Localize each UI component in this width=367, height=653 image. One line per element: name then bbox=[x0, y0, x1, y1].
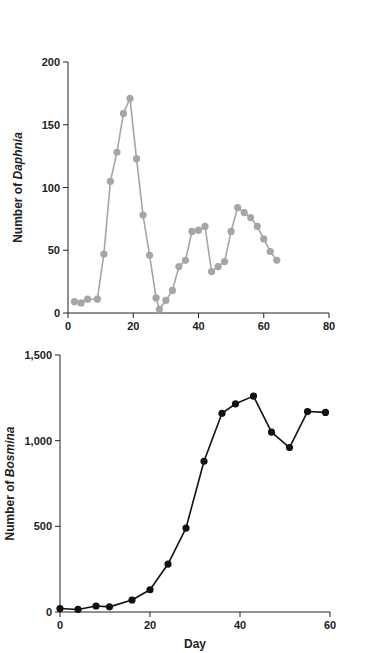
y-axis-label-part: Daphnia bbox=[11, 132, 25, 180]
y-axis-label-part: Number of bbox=[11, 180, 25, 243]
x-tick bbox=[198, 313, 199, 318]
y-axis bbox=[60, 355, 61, 612]
data-point bbox=[201, 223, 208, 230]
y-tick-label: 100 bbox=[42, 182, 60, 194]
y-tick-label: 500 bbox=[34, 520, 52, 532]
data-point bbox=[322, 409, 329, 416]
data-point bbox=[156, 306, 163, 313]
y-axis-label-part: Bosmina bbox=[3, 426, 17, 477]
data-point bbox=[234, 204, 241, 211]
x-tick-label: 80 bbox=[323, 320, 335, 332]
y-axis-label: Number of Bosmina bbox=[3, 426, 17, 540]
data-point bbox=[221, 258, 228, 265]
data-point bbox=[113, 149, 120, 156]
y-tick bbox=[55, 526, 60, 527]
data-point bbox=[146, 586, 153, 593]
data-point bbox=[268, 429, 275, 436]
data-point bbox=[214, 263, 221, 270]
x-tick-label: 20 bbox=[127, 320, 139, 332]
y-tick-label: 200 bbox=[42, 56, 60, 68]
x-tick-label: 60 bbox=[324, 619, 336, 631]
x-tick-label: 0 bbox=[57, 619, 63, 631]
data-point bbox=[56, 605, 63, 612]
x-tick-label: 20 bbox=[144, 619, 156, 631]
chart-panel: 0 500 1,000 1,500 0 20 40 60 Number of Bosmina Da… bbox=[3, 349, 336, 651]
y-tick-label: 50 bbox=[48, 244, 60, 256]
data-point bbox=[273, 257, 280, 264]
data-point bbox=[250, 393, 257, 400]
data-point bbox=[304, 408, 311, 415]
x-axis bbox=[60, 612, 330, 613]
data-point bbox=[128, 596, 135, 603]
data-point bbox=[74, 606, 81, 613]
data-point bbox=[182, 524, 189, 531]
data-point bbox=[146, 252, 153, 259]
y-tick-label: 0 bbox=[46, 606, 52, 618]
data-point bbox=[200, 458, 207, 465]
data-point bbox=[175, 263, 182, 270]
y-axis-label: Number of Daphnia bbox=[11, 132, 25, 243]
data-point bbox=[188, 228, 195, 235]
data-point bbox=[133, 155, 140, 162]
data-point bbox=[254, 223, 261, 230]
y-tick bbox=[55, 355, 60, 356]
data-point bbox=[241, 209, 248, 216]
data-point bbox=[232, 400, 239, 407]
data-point bbox=[120, 110, 127, 117]
data-point bbox=[267, 248, 274, 255]
x-tick bbox=[68, 313, 69, 318]
x-tick bbox=[240, 612, 241, 617]
x-axis-label: Day bbox=[184, 637, 206, 651]
data-point bbox=[247, 214, 254, 221]
data-point bbox=[169, 287, 176, 294]
x-tick-label: 40 bbox=[234, 619, 246, 631]
data-point bbox=[139, 212, 146, 219]
y-tick-label: 150 bbox=[42, 119, 60, 131]
data-point bbox=[100, 250, 107, 257]
data-point bbox=[71, 298, 78, 305]
data-point bbox=[92, 602, 99, 609]
data-point bbox=[182, 257, 189, 264]
data-point bbox=[195, 227, 202, 234]
y-tick bbox=[63, 124, 68, 125]
x-tick bbox=[263, 313, 264, 318]
data-point bbox=[162, 297, 169, 304]
data-point bbox=[106, 603, 113, 610]
x-tick bbox=[60, 612, 61, 617]
data-group bbox=[56, 393, 329, 614]
data-group bbox=[71, 95, 280, 313]
y-tick bbox=[63, 313, 68, 314]
data-line bbox=[75, 98, 277, 309]
x-tick bbox=[330, 612, 331, 617]
y-tick bbox=[63, 250, 68, 251]
data-point bbox=[152, 294, 159, 301]
y-tick-label: 1,500 bbox=[24, 349, 52, 361]
data-point bbox=[77, 299, 84, 306]
x-tick bbox=[329, 313, 330, 318]
y-tick-label: 1,000 bbox=[24, 435, 52, 447]
y-tick bbox=[63, 187, 68, 188]
data-point bbox=[286, 444, 293, 451]
data-point bbox=[84, 296, 91, 303]
y-axis-label-part: Number of bbox=[3, 477, 17, 540]
data-point bbox=[126, 95, 133, 102]
y-tick-label: 0 bbox=[54, 307, 60, 319]
data-point bbox=[260, 235, 267, 242]
x-tick-label: 60 bbox=[258, 320, 270, 332]
x-tick bbox=[150, 612, 151, 617]
x-tick bbox=[133, 313, 134, 318]
data-point bbox=[94, 296, 101, 303]
chart-panel: 0 50 100 150 200 0 20 40 60 80 Number of Daphnia bbox=[11, 56, 335, 332]
data-point bbox=[208, 268, 215, 275]
data-point bbox=[107, 178, 114, 185]
data-point bbox=[218, 410, 225, 417]
data-point bbox=[164, 560, 171, 567]
x-tick-label: 40 bbox=[192, 320, 204, 332]
y-tick bbox=[63, 62, 68, 63]
x-tick-label: 0 bbox=[65, 320, 71, 332]
data-line bbox=[60, 396, 326, 609]
figure: 050100150200020406080Number of Daphnia05… bbox=[0, 0, 367, 653]
y-tick bbox=[55, 440, 60, 441]
data-point bbox=[228, 228, 235, 235]
